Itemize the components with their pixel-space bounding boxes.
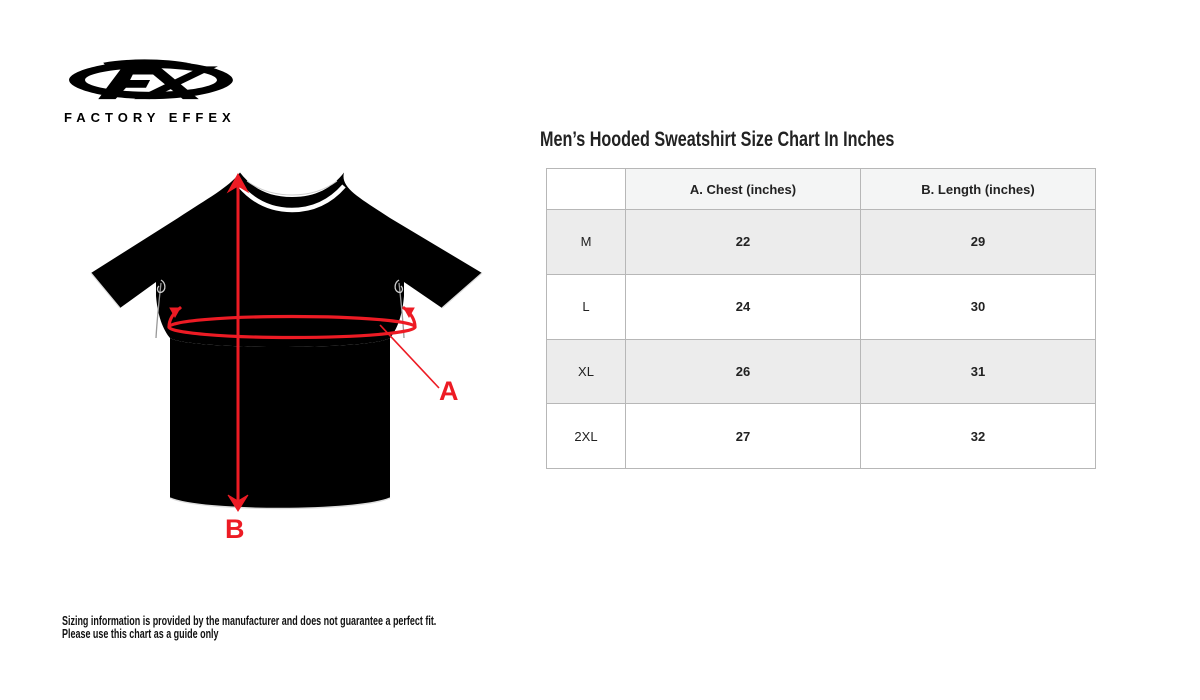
- svg-text:B: B: [225, 514, 245, 544]
- svg-text:A: A: [439, 376, 459, 406]
